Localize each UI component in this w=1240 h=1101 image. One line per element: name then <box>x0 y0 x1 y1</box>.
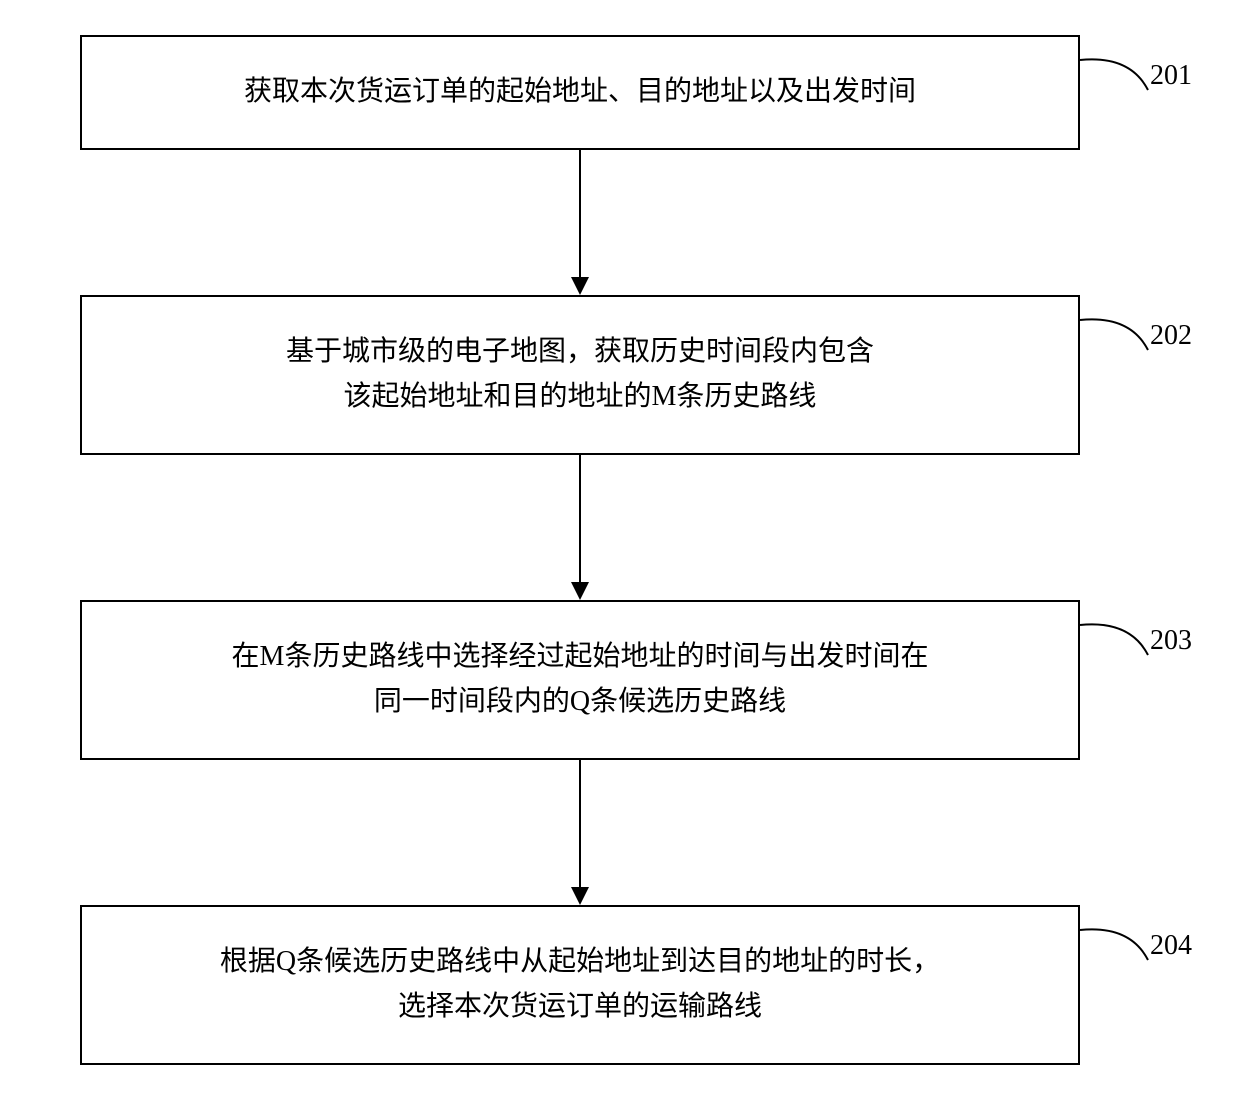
step-box-204: 根据Q条候选历史路线中从起始地址到达目的地址的时长， 选择本次货运订单的运输路线 <box>80 905 1080 1065</box>
arrow-head-202-203 <box>571 582 589 600</box>
step-text-202: 基于城市级的电子地图，获取历史时间段内包含 该起始地址和目的地址的M条历史路线 <box>286 330 874 420</box>
step-box-202: 基于城市级的电子地图，获取历史时间段内包含 该起始地址和目的地址的M条历史路线 <box>80 295 1080 455</box>
flowchart-canvas: 获取本次货运订单的起始地址、目的地址以及出发时间 201 基于城市级的电子地图，… <box>0 0 1240 1101</box>
arrow-202-203 <box>579 455 581 582</box>
step-label-204: 204 <box>1150 930 1192 962</box>
arrow-203-204 <box>579 760 581 887</box>
arrow-201-202 <box>579 150 581 277</box>
step-box-203: 在M条历史路线中选择经过起始地址的时间与出发时间在 同一时间段内的Q条候选历史路… <box>80 600 1080 760</box>
arrow-head-203-204 <box>571 887 589 905</box>
step-label-202: 202 <box>1150 320 1192 352</box>
step-box-201: 获取本次货运订单的起始地址、目的地址以及出发时间 <box>80 35 1080 150</box>
step-text-203: 在M条历史路线中选择经过起始地址的时间与出发时间在 同一时间段内的Q条候选历史路… <box>232 635 929 725</box>
step-text-204: 根据Q条候选历史路线中从起始地址到达目的地址的时长， 选择本次货运订单的运输路线 <box>220 940 940 1030</box>
step-label-203: 203 <box>1150 625 1192 657</box>
arrow-head-201-202 <box>571 277 589 295</box>
step-label-201: 201 <box>1150 60 1192 92</box>
step-text-201: 获取本次货运订单的起始地址、目的地址以及出发时间 <box>244 70 916 115</box>
